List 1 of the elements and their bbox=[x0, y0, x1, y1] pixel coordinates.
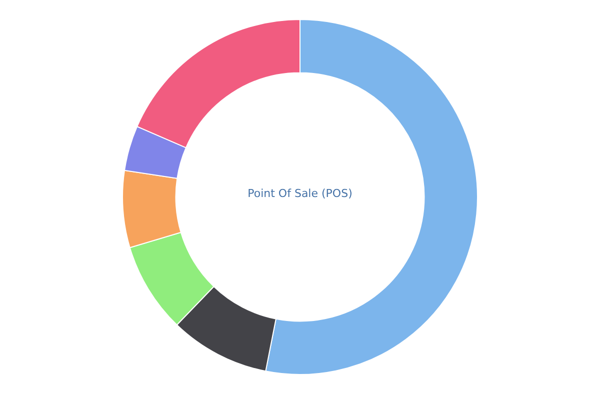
text: Point Of Sale (POS) bbox=[248, 186, 352, 200]
